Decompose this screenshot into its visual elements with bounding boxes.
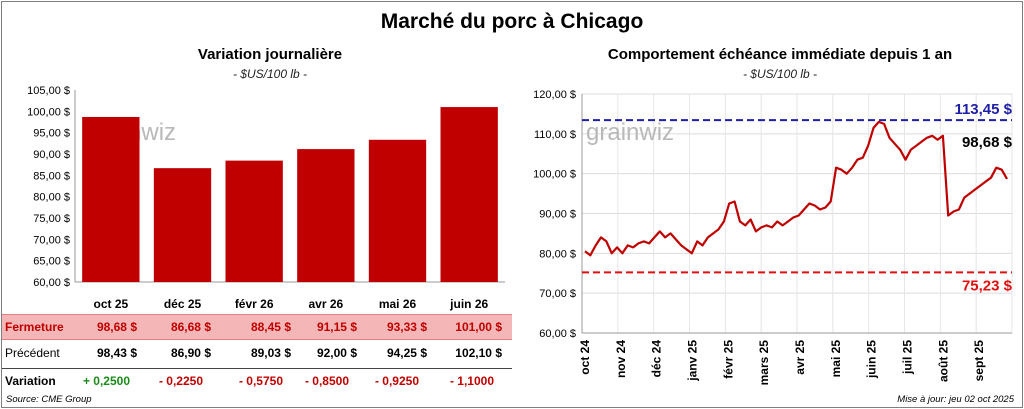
x-tick-label: juin 26	[449, 297, 488, 311]
x-tick-label: avr 26	[308, 297, 343, 311]
table-cell: 89,03 $	[250, 346, 291, 360]
reference-label-low: 75,23 $	[962, 277, 1013, 294]
table-cell: 102,10 $	[455, 346, 502, 360]
x-tick-label: oct 24	[578, 340, 592, 375]
right-panel-title: Comportement échéance immédiate depuis 1…	[607, 46, 953, 63]
x-tick-label: janv 25	[686, 340, 700, 382]
update-note: Mise à jour: jeu 02 oct 2025	[897, 394, 1014, 405]
x-tick-label: juil 25	[901, 340, 915, 375]
y-tick-label: 80,00 $	[33, 192, 70, 204]
x-tick-label: nov 24	[614, 340, 628, 378]
table-cell: 93,33 $	[386, 320, 427, 334]
table-row-close: Fermeture 98,68 $ 86,68 $ 88,45 $ 91,15 …	[2, 314, 512, 340]
x-tick-label: mai 26	[379, 297, 417, 311]
y-tick-label: 100,00 $	[533, 169, 576, 181]
y-tick-label: 110,00 $	[534, 129, 576, 141]
daily-bar-chart: 60,00 $ 65,00 $ 70,00 $ 75,00 $ 80,00 $ 85,00…	[27, 85, 505, 311]
table-cell: - 1,1000	[449, 374, 494, 388]
bar	[82, 116, 140, 282]
y-tick-label: 105,00 $	[27, 85, 70, 97]
bar	[440, 107, 498, 282]
table-cell: 94,25 $	[386, 346, 427, 360]
table-cell: + 0,2500	[82, 374, 130, 388]
x-tick-label: déc 24	[650, 340, 664, 378]
one-year-line-chart: 60,00 $ 70,00 $ 80,00 $ 90,00 $ 100,00 $ 110,…	[533, 89, 1013, 386]
x-tick-label: mars 25	[757, 340, 771, 386]
y-tick-label: 120,00 $	[533, 89, 576, 101]
y-tick-label: 60,00 $	[33, 277, 70, 289]
x-tick-label: déc 25	[164, 297, 202, 311]
y-tick-label: 85,00 $	[33, 170, 70, 182]
watermark-logo: grainwiz	[586, 119, 674, 146]
table-cell: - 0,8500	[304, 374, 349, 388]
table-cell: 92,00 $	[316, 346, 357, 360]
x-tick-label: juin 25	[865, 340, 879, 379]
right-panel-unit: - $US/100 lb -	[742, 67, 818, 81]
table-cell: 86,68 $	[170, 320, 211, 334]
y-tick-label: 100,00 $	[27, 106, 70, 118]
row-label-variation: Variation	[5, 374, 56, 388]
row-label-close: Fermeture	[5, 320, 64, 334]
row-label-previous: Précédent	[5, 346, 60, 360]
y-tick-label: 70,00 $	[539, 288, 576, 300]
x-tick-label: févr 26	[235, 297, 274, 311]
table-row-variation: Variation + 0,2500 - 0,2250 - 0,5750 - 0…	[2, 368, 512, 393]
page-title: Marché du porc à Chicago	[380, 10, 644, 33]
x-tick-label: août 25	[936, 340, 950, 382]
bar	[368, 139, 427, 282]
table-cell: 86,90 $	[170, 346, 211, 360]
x-tick-label: sept 25	[972, 340, 986, 382]
x-tick-label: avr 25	[793, 340, 807, 375]
table-cell: 88,45 $	[250, 320, 291, 334]
bar	[225, 160, 283, 282]
source-note: Source: CME Group	[6, 394, 92, 405]
table-row-previous: Précédent 98,43 $ 86,90 $ 89,03 $ 92,00 …	[2, 341, 512, 365]
table-cell: - 0,5750	[238, 374, 283, 388]
y-tick-label: 95,00 $	[33, 128, 70, 140]
table-cell: 98,43 $	[96, 346, 137, 360]
x-tick-label: oct 25	[93, 297, 128, 311]
y-tick-label: 60,00 $	[539, 328, 576, 340]
bar	[297, 149, 355, 282]
reference-label-high: 113,45 $	[954, 101, 1012, 118]
price-series-line	[584, 120, 1008, 257]
y-tick-label: 90,00 $	[33, 149, 70, 161]
table-cell: 91,15 $	[316, 320, 357, 334]
table-cell: - 0,2250	[158, 374, 203, 388]
table-cell: 101,00 $	[455, 320, 502, 334]
y-tick-label: 80,00 $	[539, 248, 576, 260]
y-tick-label: 70,00 $	[33, 234, 70, 246]
left-panel-title: Variation journalière	[197, 46, 343, 63]
table-cell: - 0,9250	[374, 374, 419, 388]
last-value-label: 98,68 $	[962, 134, 1013, 151]
x-tick-label: févr 25	[721, 340, 735, 379]
y-tick-label: 90,00 $	[539, 209, 576, 221]
bar	[153, 168, 212, 282]
y-tick-label: 65,00 $	[33, 256, 70, 268]
x-tick-label: mai 25	[829, 340, 843, 378]
left-panel-unit: - $US/100 lb -	[232, 67, 308, 81]
table-cell: 98,68 $	[96, 320, 137, 334]
y-tick-label: 75,00 $	[33, 213, 70, 225]
